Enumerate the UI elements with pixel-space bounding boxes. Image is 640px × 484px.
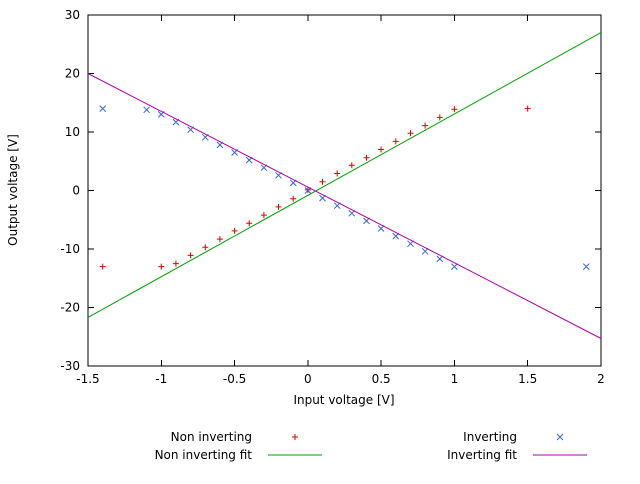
x-tick-label: 1 [451,372,459,386]
inverting-fit-line [87,73,602,339]
y-axis-label: Output voltage [V] [6,134,20,246]
x-tick-label: 1.5 [518,372,537,386]
legend: Non inverting Non inverting fit Inverting I… [155,430,587,462]
legend-label-non-inverting-fit: Non inverting fit [155,448,253,462]
non-inverting-points [99,105,531,270]
x-tick-label: -1 [155,372,167,386]
x-tick-label: 0.5 [372,372,391,386]
inverting-points [99,105,590,270]
axis-ticks: -1.5 -1 -0.5 0 0.5 1 1.5 2 -30 -20 -10 0 10 20 30 [60,8,604,386]
legend-label-non-inverting: Non inverting [171,430,252,444]
legend-label-inverting: Inverting [463,430,517,444]
x-tick-label: 2 [597,372,605,386]
y-tick-label: -10 [60,242,80,256]
plot-border [87,14,602,367]
y-tick-label: 30 [65,8,80,22]
y-tick-label: 10 [65,125,80,139]
legend-label-inverting-fit: Inverting fit [447,448,517,462]
y-tick-label: -30 [60,359,80,373]
x-axis-label: Input voltage [V] [293,393,394,407]
data-series [87,32,602,339]
x-tick-label: -0.5 [223,372,246,386]
x-tick-label: 0 [304,372,312,386]
non-inverting-fit-line [87,32,602,318]
x-tick-label: -1.5 [76,372,99,386]
legend-sample-non-inverting [292,434,298,440]
y-tick-label: -20 [60,301,80,315]
y-tick-label: 20 [65,67,80,81]
legend-sample-inverting [556,433,564,441]
y-tick-label: 0 [72,184,80,198]
